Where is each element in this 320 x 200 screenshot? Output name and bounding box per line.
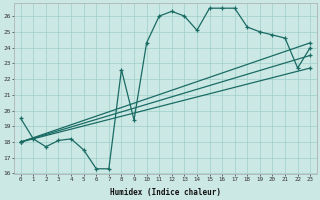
X-axis label: Humidex (Indice chaleur): Humidex (Indice chaleur) <box>110 188 221 197</box>
